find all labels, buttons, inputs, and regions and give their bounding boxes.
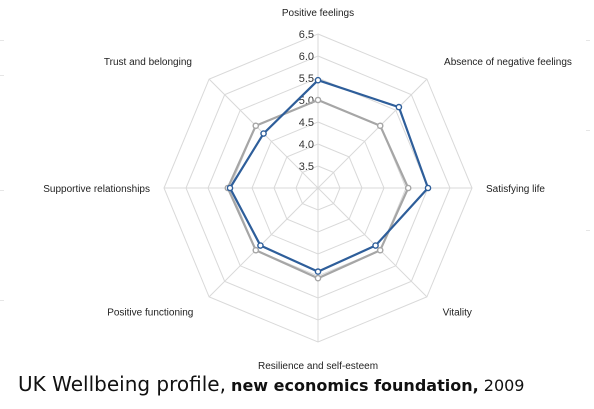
radial-tick-label: 4.5 <box>299 117 314 129</box>
series-marker <box>252 122 260 130</box>
category-label: Trust and belonging <box>104 57 192 68</box>
chart-caption: UK Wellbeing profile, new economics foun… <box>18 372 524 396</box>
edge-mark <box>586 40 590 41</box>
edge-mark <box>586 230 590 231</box>
series-marker <box>257 242 264 249</box>
series-marker <box>376 122 384 130</box>
grid-spoke <box>208 187 319 298</box>
edge-mark <box>0 300 4 301</box>
edge-mark <box>586 130 590 131</box>
series-marker <box>395 103 403 111</box>
category-label: Supportive relationships <box>43 184 150 195</box>
category-label: Positive feelings <box>282 8 354 19</box>
series-marker <box>314 96 322 104</box>
caption-year: 2009 <box>483 376 525 395</box>
radial-tick-label: 3.5 <box>299 161 314 173</box>
category-label: Positive functioning <box>107 308 193 319</box>
series-marker <box>314 268 322 275</box>
radial-tick-label: 5.5 <box>299 73 314 85</box>
series-marker <box>376 246 384 254</box>
grid-spoke <box>317 187 428 298</box>
radial-tick-label: 6.5 <box>299 29 314 41</box>
edge-mark <box>0 190 4 191</box>
series-marker <box>314 76 322 84</box>
category-label: Resilience and self-esteem <box>258 361 378 372</box>
radial-tick-label: 4.0 <box>299 139 314 151</box>
series-marker <box>226 184 234 192</box>
series-marker <box>404 184 412 192</box>
category-label: Vitality <box>443 308 472 319</box>
series-marker <box>314 274 322 282</box>
category-label: Absence of negative feelings <box>444 57 572 68</box>
series-marker <box>252 246 260 254</box>
series-marker <box>424 184 432 192</box>
edge-mark <box>0 40 4 41</box>
caption-title: UK Wellbeing profile, <box>18 372 226 396</box>
series-marker <box>260 130 267 137</box>
radial-tick-label: 6.0 <box>299 51 314 63</box>
category-label: Satisfying life <box>486 184 545 195</box>
grid-spoke <box>317 78 428 189</box>
series-marker <box>372 242 379 249</box>
edge-mark <box>0 75 4 76</box>
caption-organisation: new economics foundation, <box>231 376 479 395</box>
